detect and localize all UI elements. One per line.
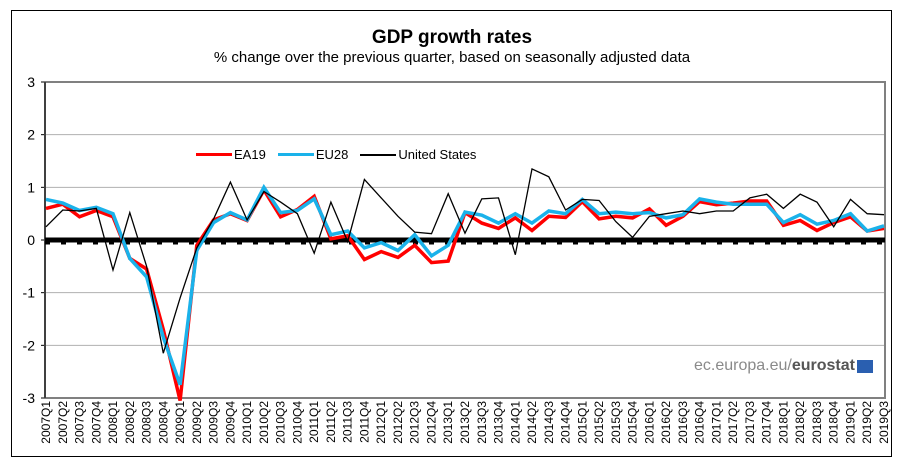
x-tick-label: 2009Q1	[173, 401, 187, 444]
x-tick-label: 2010Q3	[274, 401, 288, 444]
x-tick-label: 2007Q3	[73, 401, 87, 444]
series-line-united-states	[45, 167, 885, 354]
chart-subtitle: % change over the previous quarter, base…	[213, 49, 691, 66]
y-tick-label: 1	[27, 179, 35, 195]
x-tick-label: 2011Q2	[324, 401, 338, 443]
x-tick-label: 2007Q1	[39, 401, 53, 444]
x-tick-label: 2012Q2	[391, 401, 405, 444]
y-tick-label: 0	[27, 232, 35, 248]
x-tick-label: 2008Q2	[123, 401, 137, 444]
x-tick-label: 2015Q3	[609, 401, 623, 444]
chart-frame	[11, 10, 892, 457]
eu-flag-icon	[856, 359, 873, 373]
x-tick-label: 2013Q4	[492, 401, 506, 444]
chart-title: GDP growth rates	[371, 27, 533, 48]
legend-label-ea19: EA19	[234, 147, 266, 162]
x-tick-label: 2007Q2	[56, 401, 70, 444]
x-tick-label: 2018Q2	[793, 401, 807, 444]
x-tick-label: 2011Q4	[357, 401, 371, 443]
x-tick-label: 2017Q4	[760, 401, 774, 444]
x-tick-label: 2011Q1	[307, 401, 321, 443]
x-tick-label: 2010Q1	[240, 401, 254, 444]
x-tick-label: 2010Q4	[290, 401, 304, 444]
x-tick-label: 2012Q4	[424, 401, 438, 444]
y-tick-label: -1	[23, 285, 36, 301]
x-tick-label: 2008Q3	[140, 401, 154, 444]
x-tick-label: 2014Q4	[559, 401, 573, 444]
legend: EA19 EU28 United States	[196, 147, 488, 162]
x-tick-label: 2009Q2	[190, 401, 204, 444]
x-tick-label: 2012Q1	[374, 401, 388, 444]
x-tick-label: 2009Q4	[223, 401, 237, 444]
legend-swatch-us	[360, 153, 397, 156]
legend-item-us: United States	[360, 147, 476, 162]
x-tick-label: 2018Q3	[810, 401, 824, 444]
y-tick-label: -2	[23, 337, 36, 353]
x-tick-label: 2007Q4	[89, 401, 103, 444]
x-tick-label: 2016Q4	[693, 401, 707, 444]
x-tick-label: 2015Q1	[575, 401, 589, 444]
x-tick-label: 2019Q2	[860, 401, 874, 444]
legend-item-ea19: EA19	[196, 147, 266, 162]
x-tick-label: 2017Q3	[743, 401, 757, 444]
x-tick-label: 2008Q1	[106, 401, 120, 444]
x-tick-label: 2015Q2	[592, 401, 606, 444]
x-tick-label: 2016Q2	[659, 401, 673, 444]
x-tick-label: 2016Q3	[676, 401, 690, 444]
x-tick-label: 2014Q2	[525, 401, 539, 444]
x-tick-label: 2014Q3	[542, 401, 556, 444]
x-tick-label: 2019Q3	[877, 401, 891, 444]
x-tick-label: 2013Q3	[475, 401, 489, 444]
x-tick-label: 2018Q1	[776, 401, 790, 444]
y-tick-label: -3	[23, 390, 36, 406]
x-tick-label: 2015Q4	[626, 401, 640, 444]
x-tick-label: 2009Q3	[207, 401, 221, 444]
x-tick-label: 2013Q1	[441, 401, 455, 444]
x-tick-label: 2008Q4	[156, 401, 170, 444]
legend-label-eu28: EU28	[315, 147, 349, 162]
y-tick-label: 3	[27, 74, 35, 90]
x-tick-label: 2018Q4	[827, 401, 841, 444]
x-tick-label: 2016Q1	[642, 401, 656, 444]
legend-label-us: United States	[398, 147, 477, 162]
x-tick-label: 2014Q1	[508, 401, 522, 444]
x-tick-label: 2011Q3	[341, 401, 355, 443]
x-tick-label: 2013Q2	[458, 401, 472, 444]
y-tick-label: 2	[27, 127, 35, 143]
x-tick-label: 2019Q1	[843, 401, 857, 444]
legend-swatch-eu28	[277, 153, 314, 156]
x-tick-label: 2012Q3	[408, 401, 422, 444]
source-brand: eurostat	[791, 357, 855, 374]
legend-swatch-ea19	[196, 153, 232, 156]
eurostat-logo: ec.europa.eu/eurostat	[694, 357, 873, 375]
legend-item-eu28: EU28	[277, 147, 349, 162]
x-tick-label: 2017Q2	[726, 401, 740, 444]
x-tick-label: 2010Q2	[257, 401, 271, 444]
source-prefix: ec.europa.eu/	[694, 357, 792, 374]
x-tick-label: 2017Q1	[709, 401, 723, 444]
